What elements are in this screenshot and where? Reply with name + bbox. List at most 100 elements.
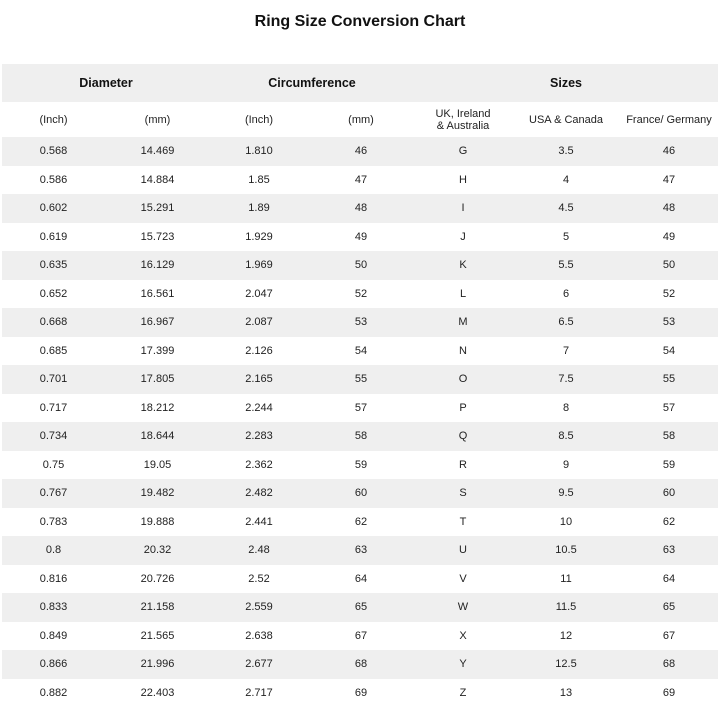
table-cell: 2.087 bbox=[245, 316, 273, 329]
table-cell: 0.816 bbox=[39, 572, 68, 585]
table-cell: 67 bbox=[354, 629, 368, 642]
table-cell: 5 bbox=[562, 230, 570, 243]
table-cell: 46 bbox=[662, 145, 676, 158]
table-cell: 16.967 bbox=[140, 316, 175, 329]
table-row: 0.701 17.805 2.165 55 O 7.5 55 bbox=[2, 365, 718, 394]
table-cell: 19.05 bbox=[143, 458, 172, 471]
table-cell: 64 bbox=[354, 572, 368, 585]
table-row: 0.652 16.561 2.047 52 L 6 52 bbox=[2, 280, 718, 309]
table-cell: M bbox=[458, 316, 468, 329]
table-cell: 9.5 bbox=[558, 487, 574, 500]
table-row: 0.849 21.565 2.638 67 X 12 67 bbox=[2, 622, 718, 651]
table-cell: 49 bbox=[354, 230, 368, 243]
table-cell: 58 bbox=[354, 430, 368, 443]
table-cell: 2.283 bbox=[245, 430, 273, 443]
table-row: 0.75 19.05 2.362 59 R 9 59 bbox=[2, 451, 718, 480]
table-cell: I bbox=[461, 202, 465, 215]
table-cell: 10 bbox=[559, 515, 573, 528]
table-cell: 53 bbox=[662, 316, 676, 329]
table-cell: G bbox=[458, 145, 468, 158]
table-cell: 6 bbox=[562, 287, 570, 300]
table-cell: 2.244 bbox=[245, 401, 273, 414]
column-header: (mm) bbox=[348, 113, 374, 126]
table-cell: 47 bbox=[662, 173, 676, 186]
table-cell: 21.996 bbox=[140, 658, 175, 671]
table-cell: 19.888 bbox=[140, 515, 175, 528]
table-row: 0.866 21.996 2.677 68 Y 12.5 68 bbox=[2, 650, 718, 679]
table-cell: 48 bbox=[662, 202, 676, 215]
table-cell: 1.929 bbox=[245, 230, 273, 243]
table-row: 0.568 14.469 1.810 46 G 3.5 46 bbox=[2, 137, 718, 166]
table-cell: 2.362 bbox=[245, 458, 273, 471]
column-header: France/ Germany bbox=[626, 113, 712, 126]
table-cell: 0.767 bbox=[39, 487, 68, 500]
table-cell: 57 bbox=[662, 401, 676, 414]
table-cell: 2.165 bbox=[245, 373, 273, 386]
column-header: (mm) bbox=[144, 113, 171, 126]
table-cell: 64 bbox=[662, 572, 676, 585]
table-row: 0.668 16.967 2.087 53 M 6.5 53 bbox=[2, 308, 718, 337]
table-cell: 62 bbox=[354, 515, 368, 528]
table-cell: 50 bbox=[354, 259, 368, 272]
table-cell: 18.212 bbox=[140, 401, 175, 414]
table-cell: 16.561 bbox=[140, 287, 175, 300]
table-row: 0.586 14.884 1.85 47 H 4 47 bbox=[2, 166, 718, 195]
table-cell: 0.75 bbox=[42, 458, 65, 471]
table-cell: 2.126 bbox=[245, 344, 273, 357]
table-cell: 0.734 bbox=[39, 430, 68, 443]
table-cell: 59 bbox=[354, 458, 368, 471]
table-cell: 21.158 bbox=[140, 601, 175, 614]
table-cell: 12 bbox=[559, 629, 573, 642]
table-cell: 0.849 bbox=[39, 629, 68, 642]
table-cell: 4 bbox=[562, 173, 570, 186]
table-cell: 60 bbox=[662, 487, 676, 500]
table-cell: V bbox=[459, 572, 467, 585]
table-cell: 55 bbox=[662, 373, 676, 386]
column-header: (Inch) bbox=[244, 113, 274, 126]
table-cell: 1.969 bbox=[245, 259, 273, 272]
page-title: Ring Size Conversion Chart bbox=[254, 13, 466, 30]
table-cell: 2.717 bbox=[245, 686, 273, 699]
table-cell: 17.805 bbox=[140, 373, 175, 386]
table-cell: 0.586 bbox=[39, 173, 68, 186]
table-row: 0.882 22.403 2.717 69 Z 13 69 bbox=[2, 679, 718, 708]
table-cell: Y bbox=[459, 658, 467, 671]
table-cell: 0.783 bbox=[39, 515, 68, 528]
table-cell: 1.85 bbox=[248, 173, 270, 186]
table-cell: 58 bbox=[662, 430, 676, 443]
table-cell: 68 bbox=[354, 658, 368, 671]
table-cell: 15.291 bbox=[140, 202, 175, 215]
table-cell: 63 bbox=[354, 544, 368, 557]
table-cell: 55 bbox=[354, 373, 368, 386]
table-cell: 7.5 bbox=[558, 373, 574, 386]
table-cell: 11.5 bbox=[555, 601, 577, 614]
table-cell: 2.677 bbox=[245, 658, 273, 671]
table-row: 0.833 21.158 2.559 65 W 11.5 65 bbox=[2, 593, 718, 622]
table-cell: 0.619 bbox=[39, 230, 68, 243]
table-cell: 2.638 bbox=[245, 629, 273, 642]
table-cell: 1.810 bbox=[245, 145, 273, 158]
table-cell: 1.89 bbox=[248, 202, 270, 215]
table-cell: 16.129 bbox=[140, 259, 175, 272]
table-cell: R bbox=[459, 458, 467, 471]
table-cell: 62 bbox=[662, 515, 676, 528]
table-row: 0.783 19.888 2.441 62 T 10 62 bbox=[2, 508, 718, 537]
table-cell: 5.5 bbox=[558, 259, 574, 272]
column-header: USA & Canada bbox=[529, 113, 603, 126]
table-cell: 0.602 bbox=[39, 202, 68, 215]
table-cell: S bbox=[459, 487, 467, 500]
table-cell: 59 bbox=[662, 458, 676, 471]
table-cell: 4.5 bbox=[558, 202, 574, 215]
table-cell: 20.726 bbox=[140, 572, 175, 585]
table-cell: T bbox=[459, 515, 467, 528]
ring-size-table: Diameter Circumference Sizes (Inch) (mm)… bbox=[2, 64, 718, 707]
table-cell: X bbox=[459, 629, 467, 642]
table-cell: 69 bbox=[662, 686, 676, 699]
table-cell: L bbox=[459, 287, 467, 300]
table-cell: 2.047 bbox=[245, 287, 273, 300]
table-cell: 54 bbox=[354, 344, 368, 357]
table-cell: 14.884 bbox=[140, 173, 175, 186]
table-cell: 0.635 bbox=[39, 259, 68, 272]
table-cell: 2.48 bbox=[248, 544, 270, 557]
table-cell: 54 bbox=[662, 344, 676, 357]
